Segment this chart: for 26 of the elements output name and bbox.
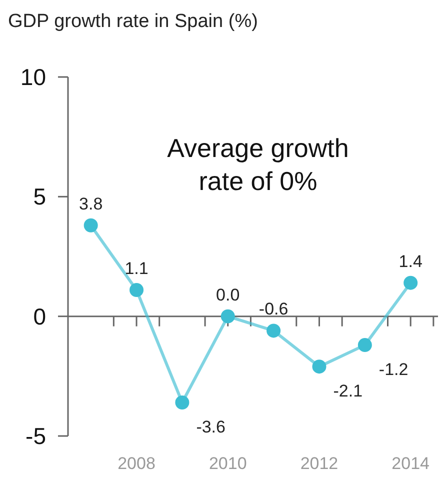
data-label: -0.6 xyxy=(258,300,288,319)
y-tick-label: 5 xyxy=(33,184,46,210)
x-tick-label: 2012 xyxy=(300,454,338,473)
data-label: 1.4 xyxy=(398,252,422,271)
point xyxy=(312,360,326,374)
annotation: Average growth rate of 0% xyxy=(167,133,349,196)
y-tick-label: 10 xyxy=(20,64,46,90)
chart-title: GDP growth rate in Spain (%) xyxy=(8,11,258,32)
data-label: 3.8 xyxy=(79,194,103,214)
data-label: -1.2 xyxy=(378,360,408,380)
y-tick-label: -5 xyxy=(26,423,46,449)
point xyxy=(130,283,144,298)
x-tick-label: 2010 xyxy=(208,454,247,473)
point xyxy=(175,395,190,410)
x-tick-label: 2014 xyxy=(392,454,430,473)
point xyxy=(266,324,281,338)
data-label: 1.1 xyxy=(124,259,148,278)
data-label: -3.6 xyxy=(196,417,226,436)
data-label: 0.0 xyxy=(216,285,240,304)
point xyxy=(404,276,418,290)
x-tick-label: 2008 xyxy=(118,454,156,473)
data-label: -2.1 xyxy=(333,382,363,401)
point xyxy=(358,338,372,352)
point xyxy=(220,309,235,324)
y-tick-label: 0 xyxy=(33,303,46,330)
point xyxy=(84,218,98,232)
